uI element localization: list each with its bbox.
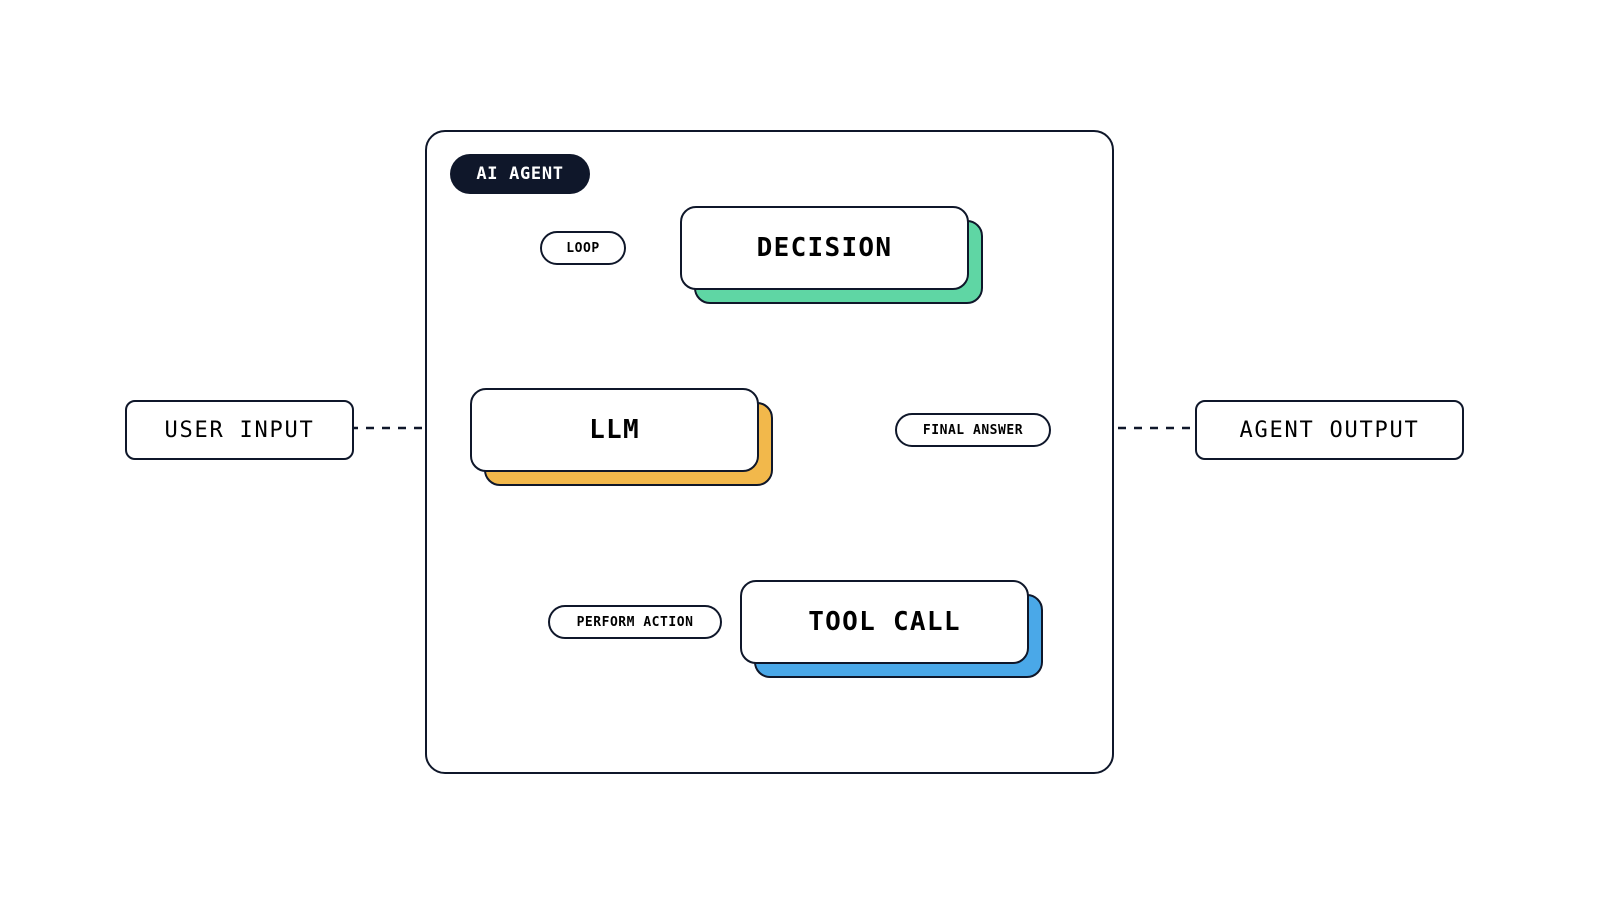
user-input-box: USER INPUT: [125, 400, 354, 460]
agent-badge-label: AI AGENT: [476, 164, 563, 184]
perform-action-chip: PERFORM ACTION: [548, 605, 722, 639]
loop-chip: LOOP: [540, 231, 626, 265]
tool-call-label: TOOL CALL: [808, 607, 961, 637]
agent-output-box: AGENT OUTPUT: [1195, 400, 1464, 460]
tool-call-box: TOOL CALL: [740, 580, 1029, 664]
user-input-label: USER INPUT: [164, 418, 314, 443]
loop-chip-label: LOOP: [566, 241, 599, 256]
perform-action-chip-label: PERFORM ACTION: [577, 615, 694, 630]
final-answer-chip: FINAL ANSWER: [895, 413, 1051, 447]
agent-badge: AI AGENT: [450, 154, 590, 194]
llm-box: LLM: [470, 388, 759, 472]
decision-label: DECISION: [757, 233, 893, 263]
agent-output-label: AGENT OUTPUT: [1239, 418, 1419, 443]
llm-label: LLM: [589, 415, 640, 445]
final-answer-chip-label: FINAL ANSWER: [923, 423, 1023, 438]
decision-box: DECISION: [680, 206, 969, 290]
diagram-stage: { "diagram": { "type": "flowchart", "can…: [0, 0, 1600, 900]
